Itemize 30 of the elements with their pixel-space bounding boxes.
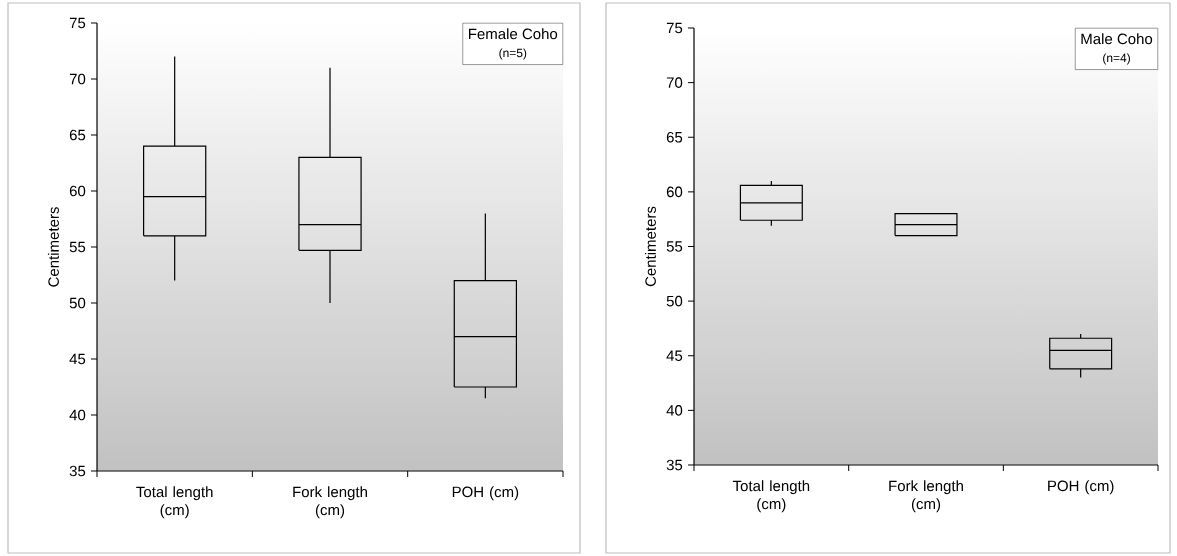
y-tick-label: 40 — [666, 405, 683, 416]
chart-title: Female Coho — [468, 28, 558, 40]
y-tick-label: 50 — [666, 295, 683, 307]
y-tick-label: 70 — [69, 73, 86, 85]
y-axis-title: Centimeters — [644, 206, 656, 287]
x-tick-label: Total length (cm) — [136, 486, 213, 519]
chart-title: Male Coho — [1081, 33, 1153, 45]
y-tick-label: 75 — [666, 22, 683, 34]
y-tick-label: 35 — [69, 465, 86, 477]
y-tick-label: 55 — [666, 241, 683, 252]
x-tick-label: Fork length (cm) — [889, 480, 963, 513]
x-tick-label: Fork length (cm) — [293, 486, 367, 519]
y-tick-label: 65 — [69, 129, 86, 141]
y-axis-title: Centimeters — [47, 207, 59, 287]
y-tick-label: 60 — [69, 185, 86, 197]
y-tick-label: 60 — [666, 186, 683, 198]
x-tick-label: Total length (cm) — [732, 480, 810, 513]
y-tick-label: 35 — [666, 459, 683, 471]
y-tick-label: 55 — [69, 241, 86, 253]
text: (n=4) — [1103, 53, 1130, 65]
y-tick-label: 70 — [666, 77, 683, 88]
y-tick-label: 45 — [666, 350, 683, 361]
text: (n=5) — [499, 48, 527, 60]
y-tick-label: 45 — [69, 353, 86, 365]
y-tick-label: 50 — [69, 297, 86, 309]
x-tick-label: POH (cm) — [1048, 480, 1114, 495]
x-tick-label: POH (cm) — [452, 486, 519, 501]
y-tick-label: 40 — [69, 409, 86, 421]
y-tick-label: 75 — [69, 17, 86, 29]
y-tick-label: 65 — [666, 131, 683, 143]
